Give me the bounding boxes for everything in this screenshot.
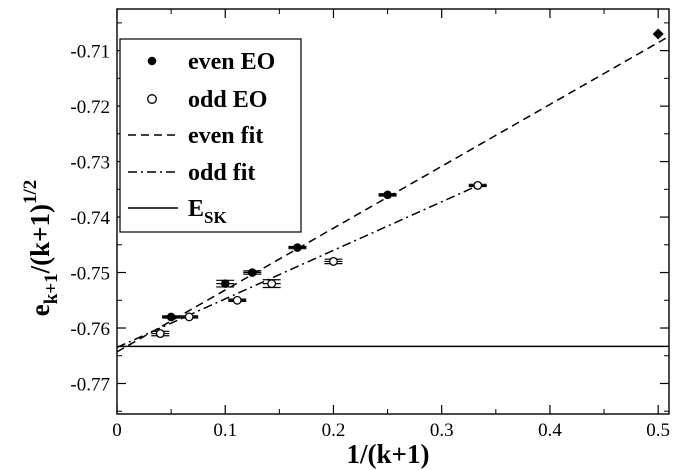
data-point-even-eo bbox=[166, 312, 176, 322]
y-tick-label: -0.77 bbox=[70, 374, 110, 395]
y-tick-label: -0.72 bbox=[70, 97, 110, 118]
data-point-odd-eo bbox=[267, 279, 277, 289]
legend-label-esk: ESK bbox=[188, 196, 227, 227]
legend-label-odd-eo: odd EO bbox=[188, 87, 267, 113]
y-tick-label: -0.73 bbox=[70, 153, 110, 174]
x-tick-label: 0.2 bbox=[322, 420, 346, 441]
legend-box bbox=[119, 38, 302, 233]
data-point-even-eo bbox=[220, 279, 230, 288]
legend-label-odd-fit: odd fit bbox=[188, 160, 255, 186]
y-tick-label: -0.74 bbox=[70, 208, 110, 229]
x-tick-label: 0.1 bbox=[213, 420, 237, 441]
x-tick-label: 0 bbox=[112, 420, 122, 441]
y-axis-title-sub: k+1 bbox=[41, 273, 62, 304]
legend-marker-odd-eo bbox=[147, 94, 157, 104]
data-point-even-eo bbox=[293, 243, 302, 252]
data-point-odd-eo bbox=[155, 329, 165, 339]
axes: 0 0.1 0.2 0.3 0.4 0.5 -0.71 -0.72 -0.73 -0.74 -0.7… bbox=[70, 8, 670, 441]
x-tick-label: 0.4 bbox=[538, 420, 562, 441]
y-axis-title-mid: /(k+1) bbox=[25, 204, 55, 274]
y-axis-title-sup: 1/2 bbox=[20, 180, 41, 204]
legend-label-even-eo: even EO bbox=[188, 49, 275, 75]
y-tick-label: -0.75 bbox=[70, 264, 110, 285]
x-axis-title: 1/(k+1) bbox=[347, 439, 430, 469]
data-point-even-eo bbox=[383, 190, 392, 200]
data-point-odd-eo bbox=[232, 295, 242, 305]
x-tick-label: 0.3 bbox=[430, 420, 454, 441]
data-points bbox=[151, 28, 664, 339]
legend: even EO odd EO even fit odd fit ESK bbox=[119, 38, 302, 233]
data-point-diamond bbox=[652, 28, 664, 40]
legend-label-esk-sub: SK bbox=[204, 208, 227, 227]
data-point-odd-eo bbox=[329, 256, 338, 266]
data-point-odd-eo bbox=[184, 312, 194, 322]
legend-marker-even-eo bbox=[147, 56, 157, 66]
y-tick-label: -0.71 bbox=[70, 42, 110, 63]
y-tick-label: -0.76 bbox=[70, 319, 110, 340]
odd-fit-line bbox=[116, 184, 479, 349]
plot-frame bbox=[116, 8, 670, 415]
data-point-even-eo bbox=[247, 268, 257, 277]
y-axis-title: ek+1/(k+1)1/2 bbox=[20, 180, 62, 317]
legend-label-even-fit: even fit bbox=[188, 123, 263, 149]
axis-titles: 1/(k+1) ek+1/(k+1)1/2 bbox=[20, 180, 429, 469]
x-tick-label: 0.5 bbox=[646, 420, 670, 441]
data-point-odd-eo bbox=[473, 180, 483, 190]
